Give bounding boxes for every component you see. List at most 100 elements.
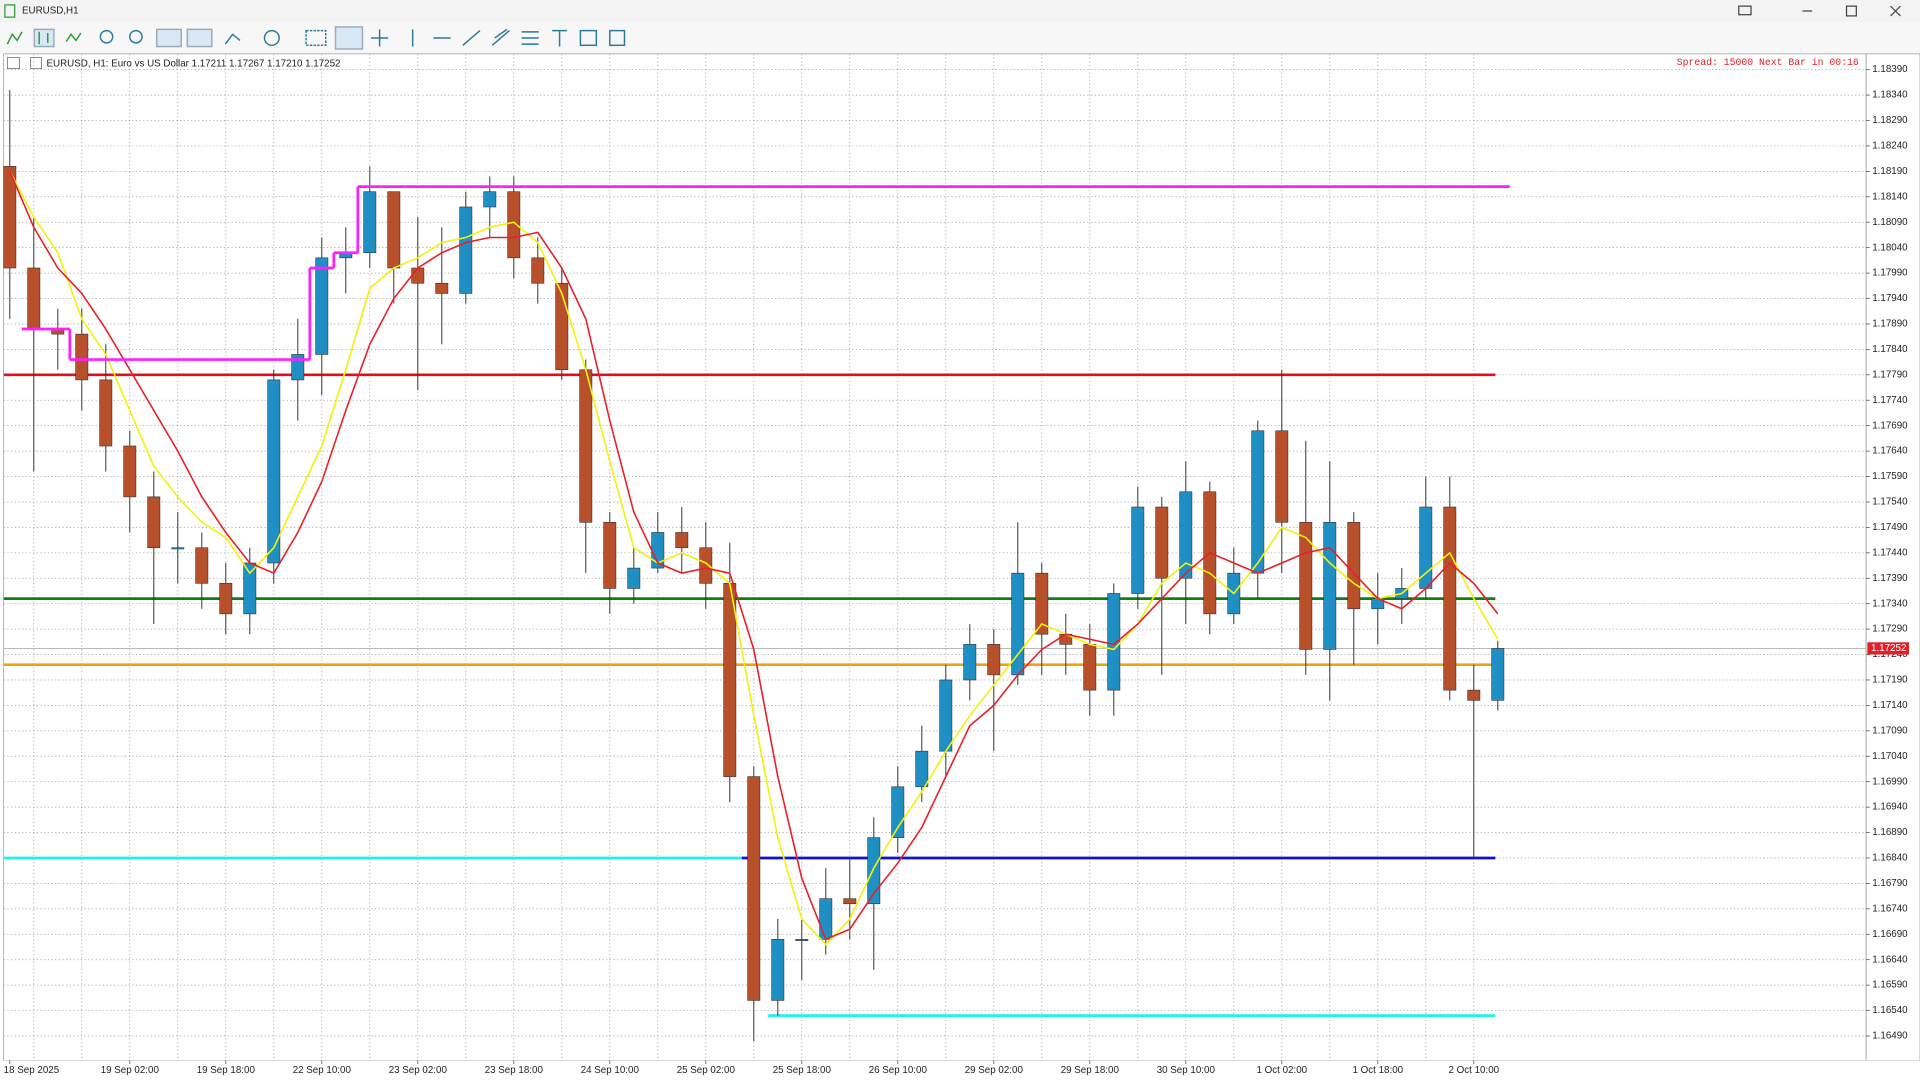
window-controls <box>1738 5 1901 17</box>
candle-body <box>243 562 257 615</box>
bar-chart-button[interactable] <box>6 31 23 45</box>
channel[interactable] <box>491 28 510 46</box>
candle-body <box>411 267 425 284</box>
zoom-out[interactable] <box>129 29 143 44</box>
cursor-tool[interactable] <box>334 26 364 50</box>
crosshair[interactable] <box>371 29 389 47</box>
y-tick-label: 1.17340 <box>1872 598 1908 609</box>
toolbar <box>0 22 1920 54</box>
y-tick-label: 1.17290 <box>1872 624 1908 635</box>
y-tick-label: 1.18340 <box>1872 90 1908 101</box>
x-tick-label: 23 Sep 18:00 <box>485 1065 544 1076</box>
x-tick-label: 1 Oct 02:00 <box>1257 1065 1308 1076</box>
y-tick-label: 1.16940 <box>1872 802 1908 813</box>
indicator-lines <box>9 170 1510 946</box>
line-chart-button[interactable] <box>65 32 82 43</box>
y-tick-label: 1.17090 <box>1872 725 1908 736</box>
y-tick-label: 1.18240 <box>1872 141 1908 152</box>
candle-body <box>1275 430 1289 523</box>
x-tick-label: 30 Sep 10:00 <box>1157 1065 1216 1076</box>
restore-layout[interactable] <box>1738 5 1752 16</box>
candle-body <box>603 521 617 589</box>
candle-body <box>531 257 545 284</box>
y-tick-label: 1.16590 <box>1872 980 1908 991</box>
y-tick-label: 1.17040 <box>1872 751 1908 762</box>
candle-body <box>147 496 161 549</box>
candle-button[interactable] <box>33 28 55 48</box>
candle-body <box>195 547 209 584</box>
close[interactable] <box>1890 5 1901 17</box>
y-tick-label: 1.16540 <box>1872 1005 1908 1016</box>
x-tick-label: 1 Oct 18:00 <box>1353 1065 1404 1076</box>
candle-body <box>123 445 137 498</box>
candle-body <box>987 644 1001 676</box>
ma-line <box>9 170 1499 946</box>
price-tag-label: 1.17252 <box>1871 643 1906 654</box>
periods[interactable] <box>263 29 280 47</box>
y-tick-label: 1.17790 <box>1872 369 1908 380</box>
time-axis <box>0 1060 1920 1080</box>
y-tick-label: 1.17490 <box>1872 522 1908 533</box>
candle-body <box>1443 506 1457 691</box>
chart-shift[interactable] <box>186 28 213 48</box>
candle-body <box>675 532 689 549</box>
x-tick-label: 23 Sep 02:00 <box>389 1065 448 1076</box>
text-tool[interactable] <box>552 29 567 47</box>
trend-line[interactable] <box>462 30 481 46</box>
candle-body <box>963 644 977 681</box>
y-tick-label: 1.17740 <box>1872 395 1908 406</box>
fibonacci[interactable] <box>521 31 539 45</box>
chart-menu-icon[interactable] <box>6 57 20 69</box>
shapes[interactable] <box>579 29 598 47</box>
x-tick-label: 29 Sep 18:00 <box>1061 1065 1120 1076</box>
candle-body <box>507 191 521 259</box>
price-tag <box>1867 642 1909 655</box>
price-axis <box>1865 53 1920 1061</box>
maximize[interactable] <box>1845 5 1857 17</box>
x-tick-label: 25 Sep 02:00 <box>677 1065 736 1076</box>
candle-body <box>387 191 401 269</box>
candle-body <box>723 583 737 777</box>
y-tick-label: 1.16690 <box>1872 929 1908 940</box>
objects[interactable] <box>609 29 626 47</box>
y-tick-label: 1.16490 <box>1872 1031 1908 1042</box>
y-tick-label: 1.18140 <box>1872 191 1908 202</box>
candle-body <box>819 898 833 940</box>
plot-area <box>3 53 1867 1061</box>
y-tick-label: 1.17690 <box>1872 420 1908 431</box>
y-tick-label: 1.18290 <box>1872 115 1908 126</box>
candle-body <box>267 379 281 564</box>
screenshot[interactable] <box>305 29 327 47</box>
zoom-in[interactable] <box>99 29 114 44</box>
chart-header: EURUSD, H1: Euro vs US Dollar 1.17211 1.… <box>47 58 341 69</box>
candle-body <box>867 837 881 905</box>
toolbar-icons <box>6 26 626 50</box>
y-tick-label: 1.17840 <box>1872 344 1908 355</box>
candle-body <box>1035 572 1049 635</box>
auto-scroll[interactable] <box>156 28 182 48</box>
y-tick-label: 1.18390 <box>1872 64 1908 75</box>
y-tick-label: 1.17990 <box>1872 268 1908 279</box>
candle-body <box>939 679 953 752</box>
candle-body <box>315 257 329 355</box>
y-tick-label: 1.17390 <box>1872 573 1908 584</box>
candle-body <box>1083 644 1097 691</box>
x-tick-label: 19 Sep 18:00 <box>197 1065 256 1076</box>
axes: 1.18390 1.18340 1.18290 1.18240 1.18190 1.181… <box>0 53 1920 1080</box>
candle-body <box>795 939 809 941</box>
y-tick-label: 1.17890 <box>1872 319 1908 330</box>
indicators[interactable] <box>224 33 241 45</box>
candle-body <box>891 786 905 838</box>
y-tick-label: 1.16740 <box>1872 903 1908 914</box>
candle-body <box>99 379 113 447</box>
candle-body <box>171 547 185 550</box>
y-tick-label: 1.16790 <box>1872 878 1908 889</box>
ma-line <box>9 171 1499 941</box>
candle-body <box>1107 593 1121 691</box>
candle-body <box>915 750 929 788</box>
y-tick-label: 1.17540 <box>1872 497 1908 508</box>
candle-body <box>1155 506 1169 579</box>
y-tick-label: 1.16990 <box>1872 776 1908 787</box>
